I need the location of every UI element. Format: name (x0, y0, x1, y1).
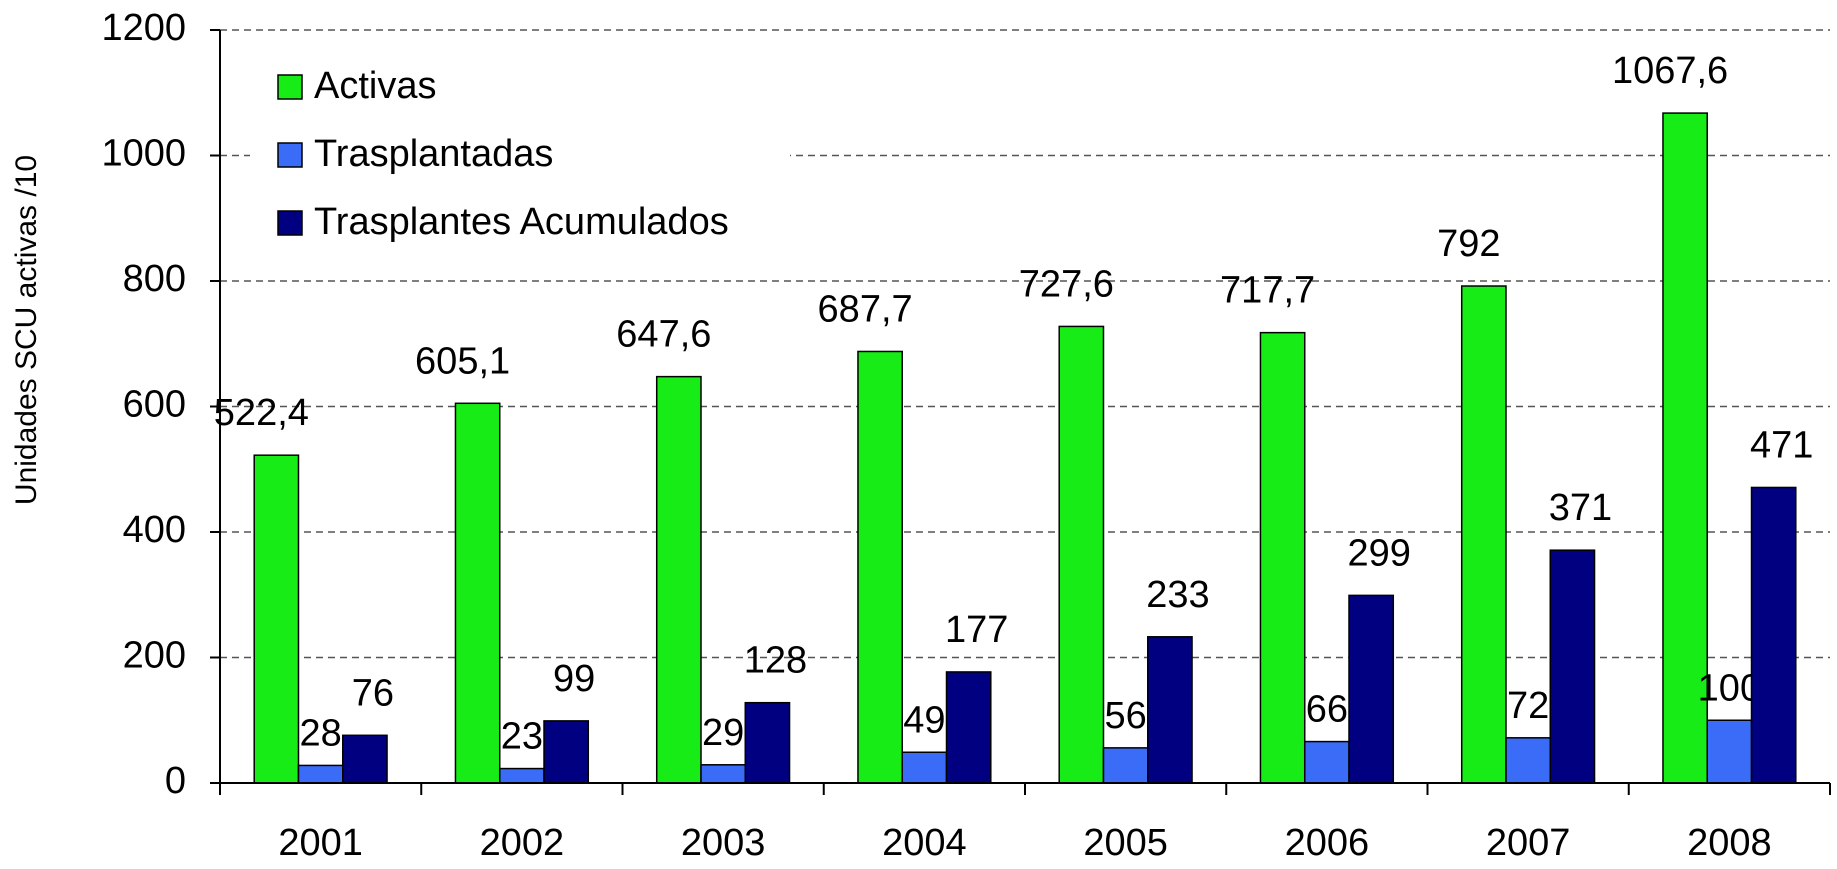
x-tick-label: 2008 (1687, 822, 1772, 864)
data-label: 1067,6 (1612, 50, 1728, 92)
data-label: 128 (744, 640, 807, 682)
bar (1058, 325, 1105, 784)
bar (1147, 636, 1193, 784)
data-label: 28 (299, 712, 341, 754)
bar (1706, 719, 1753, 784)
data-label: 471 (1750, 424, 1813, 466)
y-tick-label: 200 (123, 635, 186, 677)
legend-swatch (277, 210, 303, 236)
bar (1460, 285, 1507, 784)
legend-label: Trasplantadas (314, 133, 553, 175)
bar (1348, 594, 1395, 784)
data-label: 99 (553, 658, 595, 700)
data-label: 371 (1549, 487, 1612, 529)
x-tick-label: 2006 (1285, 822, 1370, 864)
bar (1102, 747, 1149, 784)
legend-label: Trasplantes Acumulados (314, 201, 729, 243)
bar (901, 751, 948, 784)
bar (1259, 331, 1306, 784)
bar (454, 402, 501, 784)
bar (744, 701, 791, 784)
x-tick-label: 2005 (1083, 822, 1168, 864)
data-label: 66 (1306, 689, 1348, 731)
legend-swatch (277, 142, 303, 168)
bar (1662, 112, 1708, 784)
data-label: 792 (1437, 223, 1500, 265)
data-label: 233 (1146, 574, 1209, 616)
bar (857, 350, 903, 784)
bar (1750, 486, 1797, 784)
bar (297, 764, 344, 784)
x-tick-label: 2003 (681, 822, 766, 864)
bar (543, 720, 590, 784)
data-label: 23 (501, 716, 543, 758)
data-label: 56 (1104, 695, 1146, 737)
x-tick-label: 2001 (278, 822, 363, 864)
data-label: 522,4 (214, 392, 309, 434)
bar (1549, 549, 1596, 784)
data-label: 49 (903, 699, 945, 741)
bar (1303, 740, 1350, 784)
bar (1505, 737, 1552, 784)
y-tick-label: 0 (165, 760, 186, 802)
data-label: 76 (352, 672, 394, 714)
y-tick-label: 1000 (101, 133, 186, 175)
y-tick-label: 800 (123, 258, 186, 300)
bar (342, 734, 388, 784)
data-label: 29 (702, 712, 744, 754)
bar (945, 671, 992, 784)
data-label: 687,7 (818, 288, 913, 330)
data-label: 72 (1507, 685, 1549, 727)
y-tick-label: 400 (123, 509, 186, 551)
legend-label: Activas (314, 65, 436, 107)
x-tick-label: 2002 (480, 822, 565, 864)
legend-swatch (277, 74, 303, 100)
data-label: 727,6 (1019, 263, 1114, 305)
x-tick-label: 2007 (1486, 822, 1571, 864)
data-label: 647,6 (616, 314, 711, 356)
data-label: 605,1 (415, 340, 510, 382)
bar (498, 767, 545, 784)
data-label: 717,7 (1220, 270, 1315, 312)
data-label: 100 (1698, 667, 1761, 709)
bar (655, 375, 702, 784)
y-tick-label: 1200 (101, 7, 186, 49)
legend-box (250, 50, 790, 250)
bar (253, 454, 300, 784)
y-tick-label: 600 (123, 384, 186, 426)
bar (700, 764, 747, 784)
data-label: 299 (1347, 532, 1410, 574)
y-axis-label: Unidades SCU activas /10 (10, 155, 43, 505)
data-label: 177 (945, 609, 1008, 651)
x-tick-label: 2004 (882, 822, 967, 864)
